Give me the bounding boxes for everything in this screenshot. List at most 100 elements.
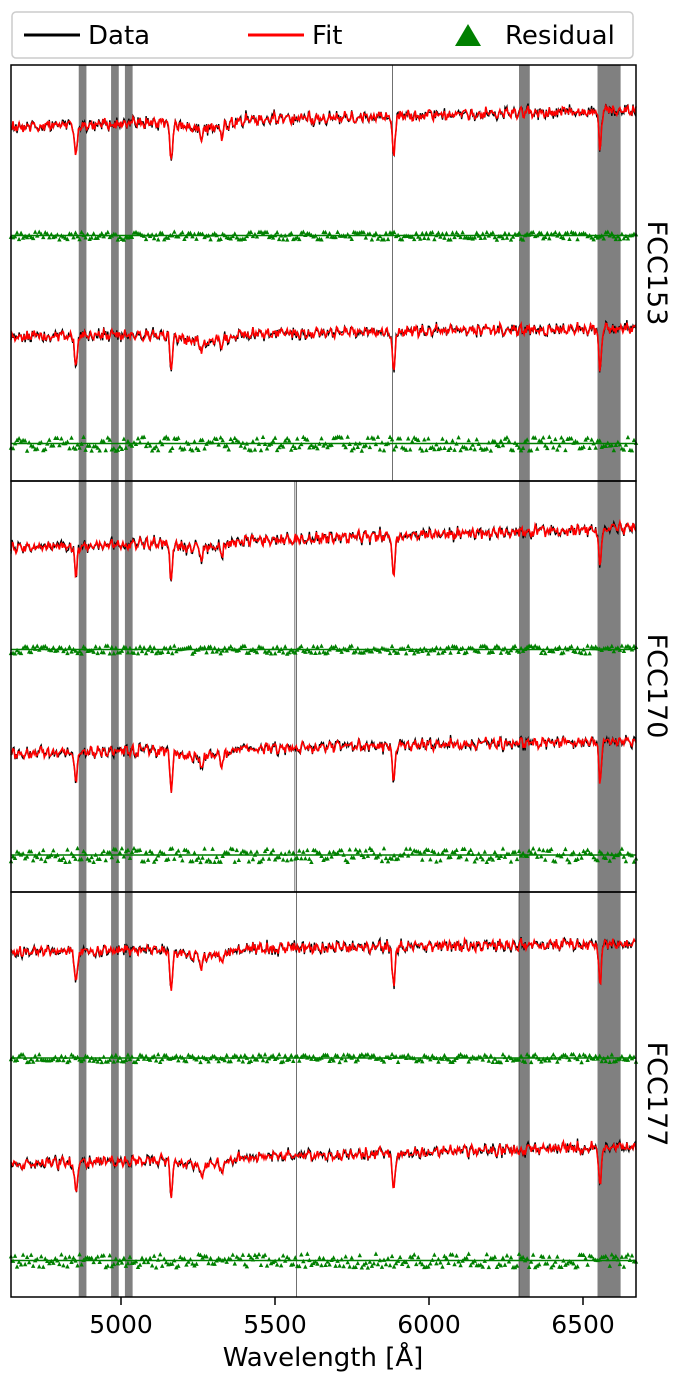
residual-point-2-1-290 xyxy=(301,1258,306,1264)
residual-point-0-1-142 xyxy=(151,445,157,451)
residual-point-1-1-346 xyxy=(357,848,362,853)
residual-point-1-0-150 xyxy=(160,649,165,655)
residual-point-1-0-606 xyxy=(619,643,625,648)
residual-point-1-0-4 xyxy=(12,651,18,656)
residual-point-2-1-400 xyxy=(412,1252,417,1257)
residual-point-1-0-260 xyxy=(270,645,276,651)
residual-point-0-1-422 xyxy=(434,441,439,447)
residual-point-1-1-190 xyxy=(200,855,205,860)
residual-point-0-1-466 xyxy=(478,445,483,451)
residual-point-0-1-210 xyxy=(220,437,225,443)
residual-point-1-1-6 xyxy=(14,849,20,854)
residual-point-1-1-516 xyxy=(528,850,534,855)
residual-point-1-1-504 xyxy=(516,848,522,854)
residual-point-0-1-74 xyxy=(83,447,88,452)
residual-point-2-1-374 xyxy=(385,1256,391,1261)
residual-point-0-1-296 xyxy=(307,445,312,450)
residual-point-2-1-26 xyxy=(35,1256,40,1261)
residual-point-1-0-68 xyxy=(77,648,82,654)
residual-point-1-0-614 xyxy=(627,644,633,650)
residual-point-0-0-272 xyxy=(282,233,288,238)
residual-point-0-0-324 xyxy=(335,229,340,234)
residual-point-1-1-356 xyxy=(367,845,373,851)
residual-point-0-1-328 xyxy=(339,435,344,440)
residual-point-1-1-228 xyxy=(238,851,244,856)
residual-point-2-0-58 xyxy=(67,1058,72,1063)
residual-point-1-1-546 xyxy=(559,853,564,859)
residual-point-1-0-574 xyxy=(587,650,592,656)
residual-point-2-0-204 xyxy=(214,1056,219,1061)
residual-point-0-0-284 xyxy=(295,234,300,240)
residual-point-2-1-426 xyxy=(438,1260,443,1265)
residual-point-2-1-402 xyxy=(414,1261,419,1267)
residual-point-2-0-550 xyxy=(563,1052,568,1058)
residual-point-1-1-22 xyxy=(30,857,36,863)
residual-point-1-0-20 xyxy=(28,649,34,655)
residual-point-1-1-146 xyxy=(155,853,161,858)
residual-point-1-1-60 xyxy=(69,851,74,856)
residual-point-2-0-224 xyxy=(234,1054,240,1059)
residual-point-2-0-390 xyxy=(401,1053,407,1059)
residual-point-0-1-246 xyxy=(256,441,262,446)
residual-point-0-0-4 xyxy=(12,233,18,239)
residual-point-0-0-410 xyxy=(422,235,427,240)
residual-point-2-0-564 xyxy=(577,1052,582,1058)
residual-point-2-0-326 xyxy=(337,1059,342,1065)
residual-point-0-0-444 xyxy=(456,232,461,238)
residual-point-1-0-478 xyxy=(490,649,496,655)
residual-point-0-1-498 xyxy=(510,447,516,453)
residual-point-2-0-20 xyxy=(28,1056,34,1062)
residual-point-2-0-146 xyxy=(155,1051,161,1057)
residual-point-2-0-114 xyxy=(123,1057,129,1063)
residual-point-0-1-252 xyxy=(262,441,268,446)
residual-point-2-1-152 xyxy=(162,1256,167,1261)
residual-point-2-0-154 xyxy=(164,1052,169,1058)
residual-point-1-1-112 xyxy=(121,854,127,859)
residual-point-1-1-582 xyxy=(595,857,600,863)
residual-point-1-1-616 xyxy=(629,852,635,858)
residual-point-2-1-174 xyxy=(184,1262,189,1267)
residual-point-1-1-406 xyxy=(418,850,423,855)
residual-point-2-1-236 xyxy=(246,1252,252,1258)
residual-point-1-1-12 xyxy=(20,851,26,856)
residual-point-2-1-84 xyxy=(93,1256,98,1261)
residual-point-0-0-594 xyxy=(607,233,612,238)
residual-point-0-0-138 xyxy=(147,233,153,239)
residual-point-1-0-60 xyxy=(69,649,74,654)
residual-point-0-0-498 xyxy=(510,234,516,239)
residual-point-2-0-344 xyxy=(355,1057,360,1062)
residual-point-2-0-66 xyxy=(75,1054,80,1060)
residual-point-0-1-176 xyxy=(186,441,191,446)
residual-point-0-0-104 xyxy=(113,231,119,237)
residual-point-2-0-228 xyxy=(238,1053,244,1059)
residual-point-1-1-166 xyxy=(176,848,181,853)
residual-point-0-1-286 xyxy=(297,444,302,450)
residual-point-1-0-364 xyxy=(375,647,381,652)
residual-point-1-1-290 xyxy=(301,849,306,854)
residual-point-2-0-54 xyxy=(63,1054,68,1060)
residual-point-0-0-46 xyxy=(55,232,60,237)
residual-point-2-1-330 xyxy=(341,1263,346,1269)
residual-point-2-0-514 xyxy=(526,1053,532,1059)
residual-point-1-0-228 xyxy=(238,644,244,650)
residual-point-0-1-556 xyxy=(569,436,574,441)
residual-point-0-1-506 xyxy=(518,447,524,453)
residual-point-2-1-444 xyxy=(456,1259,461,1264)
residual-point-1-0-22 xyxy=(30,644,36,649)
residual-point-0-0-384 xyxy=(395,232,401,238)
residual-point-1-1-508 xyxy=(520,850,526,856)
residual-point-2-0-116 xyxy=(125,1052,131,1057)
residual-point-0-0-574 xyxy=(587,232,592,238)
residual-point-1-0-84 xyxy=(93,644,98,649)
residual-point-2-1-276 xyxy=(287,1256,292,1262)
residual-point-2-1-248 xyxy=(258,1262,264,1267)
residual-point-1-1-520 xyxy=(532,850,538,855)
residual-point-0-0-314 xyxy=(325,234,330,239)
residual-point-1-1-182 xyxy=(192,850,197,855)
residual-point-0-1-80 xyxy=(89,448,94,453)
residual-point-2-0-98 xyxy=(107,1057,112,1062)
residual-point-2-1-414 xyxy=(426,1264,431,1269)
residual-point-2-1-562 xyxy=(575,1263,580,1269)
residual-point-2-1-282 xyxy=(293,1255,298,1260)
residual-point-2-0-236 xyxy=(246,1059,252,1065)
